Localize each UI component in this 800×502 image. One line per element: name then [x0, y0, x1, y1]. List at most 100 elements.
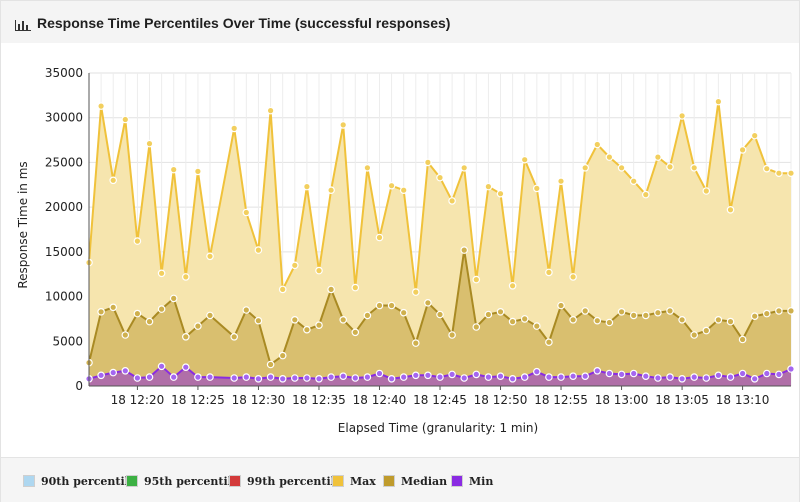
series-median-point — [145, 317, 154, 326]
series-min-point — [109, 368, 118, 377]
x-tick-label: 18 12:20 — [111, 393, 165, 407]
series-max-point — [726, 206, 735, 214]
series-min-point — [641, 372, 650, 381]
series-max-point — [182, 273, 190, 281]
series-min-point — [775, 370, 783, 379]
series-min-point — [157, 362, 166, 371]
panel-title: Response Time Percentiles Over Time (suc… — [37, 15, 451, 31]
series-min-point — [520, 373, 529, 381]
y-tick-label: 35000 — [45, 66, 83, 80]
series-min-point — [436, 373, 444, 381]
series-min-point — [424, 371, 432, 380]
legend-swatch — [229, 475, 241, 487]
series-min-point — [532, 367, 541, 376]
series-max-point — [351, 283, 360, 292]
series-min-point — [726, 373, 735, 381]
series-min-point — [496, 372, 505, 381]
legend-item-90th[interactable]: 90th percentile — [23, 473, 136, 489]
chart-area: 0 5000 10000 15000 20000 25000 30000 35000 18 12… — [1, 43, 799, 457]
series-max-point — [266, 106, 275, 115]
x-tick-label: 18 13:10 — [716, 393, 770, 407]
series-min-point — [666, 373, 674, 381]
series-min-point — [303, 374, 311, 382]
series-median-point — [605, 318, 614, 327]
legend-item-99th[interactable]: 99th percentile — [229, 473, 342, 489]
series-max-point — [775, 169, 783, 178]
series-min-line — [88, 364, 792, 380]
series-median-point — [569, 315, 577, 324]
series-max-point — [762, 164, 771, 173]
series-min-point — [375, 369, 384, 378]
series-min-area — [89, 366, 791, 386]
series-min-point — [738, 369, 747, 378]
series-max-point — [303, 182, 311, 191]
series-median-point — [266, 360, 275, 369]
series-max-point — [545, 268, 553, 277]
series-median-point — [315, 321, 323, 330]
series-median-point — [194, 322, 202, 330]
series-median-point — [484, 310, 493, 319]
series-min-point — [351, 374, 360, 382]
series-max-point — [315, 266, 323, 275]
legend-item-95th[interactable]: 95th percentile — [126, 473, 239, 489]
series-median-point — [629, 311, 638, 320]
series-min-point — [750, 374, 759, 383]
series-max-point — [714, 97, 723, 106]
series-min-point — [278, 374, 287, 383]
series-min-point — [654, 374, 662, 382]
series-max-point — [629, 177, 638, 186]
series-min-point — [460, 374, 469, 382]
series-median-point — [411, 339, 420, 347]
series-min-point — [206, 373, 214, 381]
legend-swatch — [383, 475, 395, 487]
x-tick-label: 18 12:55 — [534, 393, 588, 407]
series-min-point — [169, 373, 178, 381]
series-median-point — [702, 326, 711, 335]
x-tick-label: 18 12:25 — [171, 393, 225, 407]
series-min-point — [702, 374, 711, 382]
series-median-point — [726, 317, 735, 326]
series-median-point — [242, 306, 251, 314]
legend-item-median[interactable]: Median — [383, 473, 447, 489]
series-min-point — [399, 373, 408, 381]
series-max-point — [593, 140, 602, 149]
series-min-point — [230, 374, 239, 382]
legend-label: Max — [350, 474, 376, 488]
y-axis-label: Response Time in ms — [16, 161, 30, 288]
series-max-point — [387, 181, 396, 190]
series-max-point — [557, 177, 565, 186]
series-min-point — [387, 374, 396, 383]
legend-item-min[interactable]: Min — [451, 473, 493, 489]
series-median-point — [206, 311, 214, 320]
series-min-point — [617, 370, 626, 379]
series-median-point — [714, 315, 723, 324]
legend-item-max[interactable]: Max — [332, 473, 376, 489]
series-median-point — [157, 305, 166, 313]
series-max-point — [133, 237, 142, 245]
series-max-point — [581, 164, 590, 172]
legend-swatch — [332, 475, 344, 487]
series-median-point — [581, 307, 590, 315]
series-median-point — [654, 308, 662, 317]
y-tick-label: 20000 — [45, 200, 83, 214]
series-median-point — [327, 285, 335, 294]
series-max-point — [666, 163, 674, 171]
series-min-point — [545, 373, 553, 381]
series-max-point — [690, 164, 699, 172]
series-min-point — [629, 369, 638, 378]
series-max-point — [496, 189, 505, 198]
series-min-point — [254, 374, 263, 383]
series-median-point — [750, 312, 759, 321]
legend-label: Min — [469, 474, 494, 488]
series-median-point — [641, 311, 650, 320]
legend-label: 90th percentile — [41, 474, 136, 488]
x-tick-label: 18 12:30 — [232, 393, 286, 407]
series-max-point — [363, 164, 372, 172]
series-median-point — [339, 315, 348, 324]
x-tick-label: 18 13:00 — [595, 393, 649, 407]
series-median-point — [448, 331, 456, 339]
series-min-point — [97, 371, 105, 380]
series-median-point — [738, 335, 747, 344]
series-median-point — [666, 307, 674, 315]
series-median-point — [109, 303, 118, 312]
